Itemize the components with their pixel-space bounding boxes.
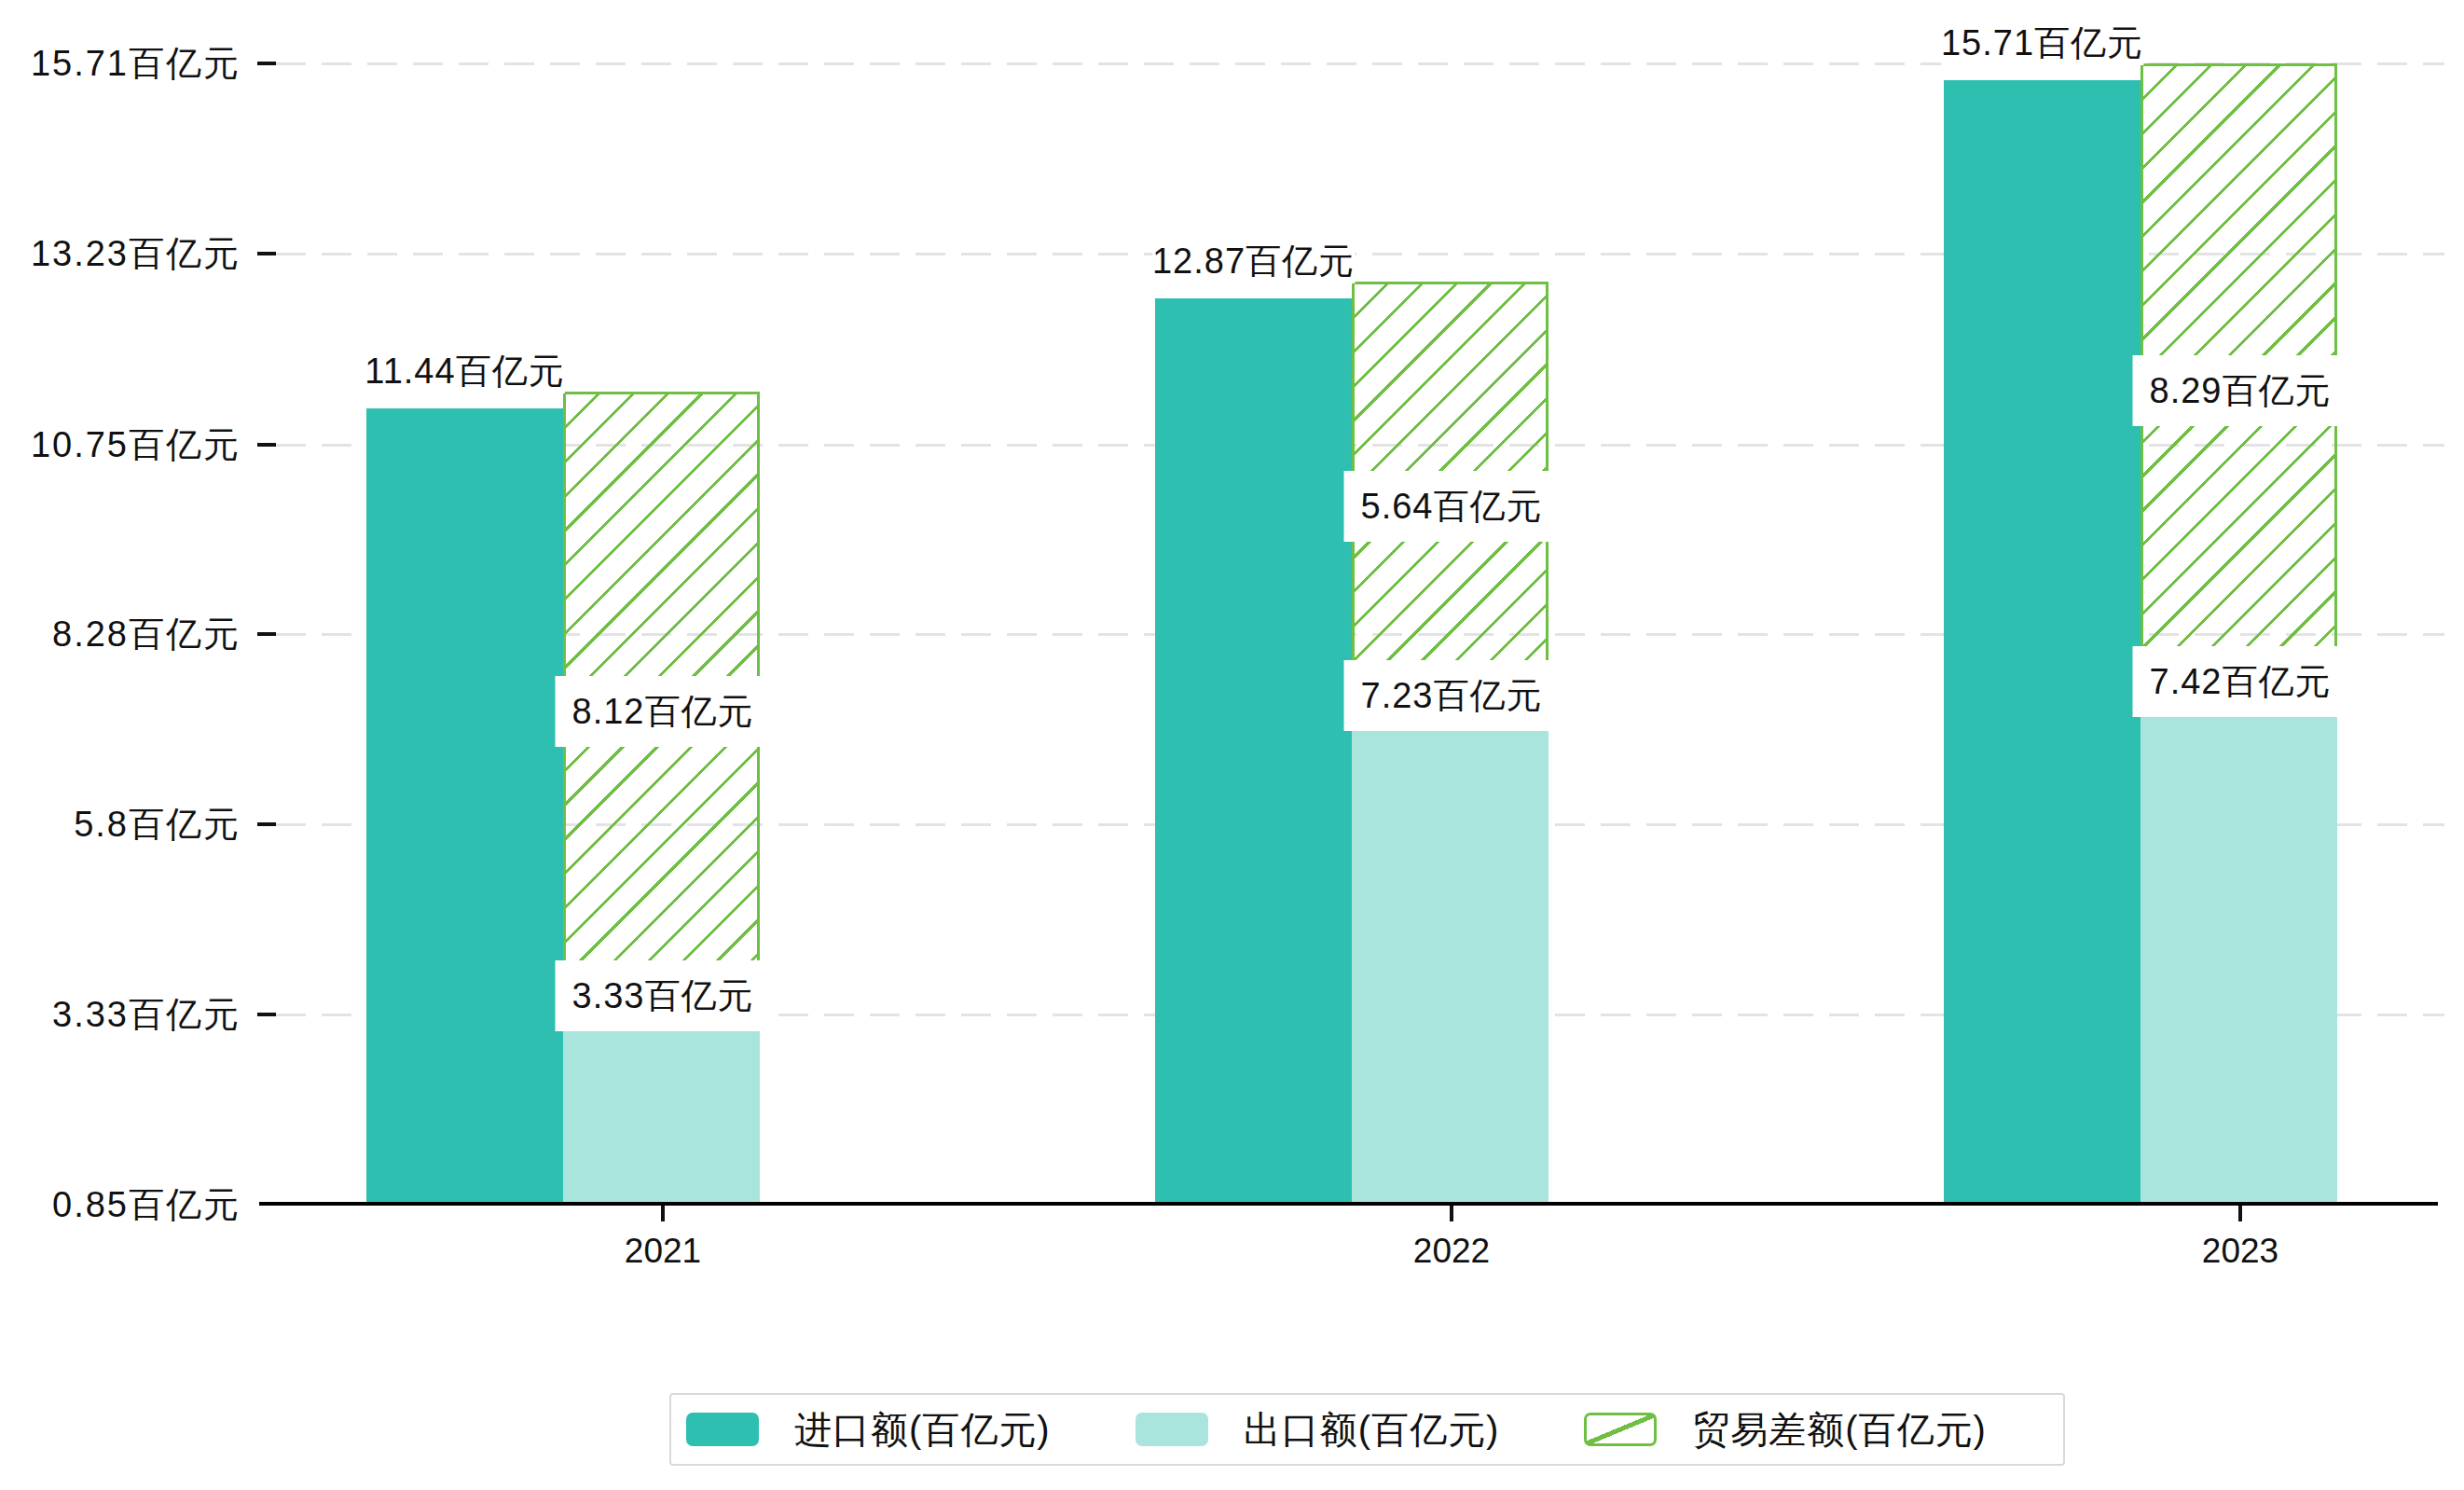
y-tick-mark-15.71: [257, 62, 276, 65]
legend-item-1[interactable]: 进口额(百亿元): [686, 1404, 1051, 1456]
bar-export-2022[interactable]: [1352, 731, 1549, 1202]
label-export-2023: 7.42百亿元: [2133, 646, 2348, 717]
bar-export-2023[interactable]: [2141, 717, 2337, 1202]
y-axis-label: 0.85百亿元: [15, 1182, 241, 1227]
legend-swatch-2: [1136, 1413, 1208, 1446]
x-axis-label-2022: 2022: [1340, 1229, 1563, 1274]
y-axis-label: 15.71百亿元: [15, 41, 241, 86]
y-tick-mark-8.28: [257, 632, 276, 636]
label-balance-2021: 8.12百亿元: [556, 676, 771, 747]
y-axis-label: 13.23百亿元: [15, 231, 241, 276]
label-balance-2023: 8.29百亿元: [2133, 355, 2348, 426]
y-axis-label: 3.33百亿元: [15, 992, 241, 1037]
x-axis-label-2023: 2023: [2128, 1229, 2352, 1274]
x-tick-mark-2022: [1450, 1206, 1453, 1221]
trade-bar-chart: 15.71百亿元 13.23百亿元 10.75百亿元 8.28百亿元 5.8百亿元 3.3…: [0, 0, 2464, 1490]
label-export-2021: 3.33百亿元: [556, 960, 771, 1031]
label-import-2023: 15.71百亿元: [1941, 21, 2143, 65]
legend-swatch-1: [686, 1413, 759, 1446]
legend-label-3: 贸易差额(百亿元): [1692, 1404, 1987, 1456]
label-export-2022: 7.23百亿元: [1344, 660, 1560, 731]
legend-label-2: 出口额(百亿元): [1244, 1404, 1500, 1456]
bar-export-2021[interactable]: [563, 1031, 760, 1202]
y-axis-label: 5.8百亿元: [15, 802, 241, 847]
y-tick-mark-13.23: [257, 252, 276, 255]
y-tick-mark-3.33: [257, 1013, 276, 1016]
x-axis-label-2021: 2021: [551, 1229, 775, 1274]
bar-import-2023[interactable]: [1944, 80, 2141, 1202]
legend-item-3[interactable]: 贸易差额(百亿元): [1584, 1404, 1987, 1456]
x-tick-mark-2023: [2238, 1206, 2242, 1221]
legend: 进口额(百亿元) 出口额(百亿元) 贸易差额(百亿元): [669, 1393, 2065, 1466]
y-axis-label: 8.28百亿元: [15, 612, 241, 656]
bar-import-2021[interactable]: [366, 408, 563, 1202]
x-axis-line: [259, 1202, 2438, 1206]
y-tick-mark-5.8: [257, 822, 276, 826]
legend-item-2[interactable]: 出口额(百亿元): [1136, 1404, 1500, 1456]
legend-label-1: 进口额(百亿元): [794, 1404, 1051, 1456]
bar-import-2022[interactable]: [1155, 298, 1352, 1202]
label-import-2022: 12.87百亿元: [1152, 239, 1355, 283]
y-axis-label: 10.75百亿元: [15, 422, 241, 467]
y-tick-mark-10.75: [257, 443, 276, 447]
label-import-2021: 11.44百亿元: [365, 349, 564, 393]
label-balance-2022: 5.64百亿元: [1344, 471, 1560, 542]
legend-swatch-3: [1584, 1413, 1657, 1446]
x-tick-mark-2021: [661, 1206, 665, 1221]
